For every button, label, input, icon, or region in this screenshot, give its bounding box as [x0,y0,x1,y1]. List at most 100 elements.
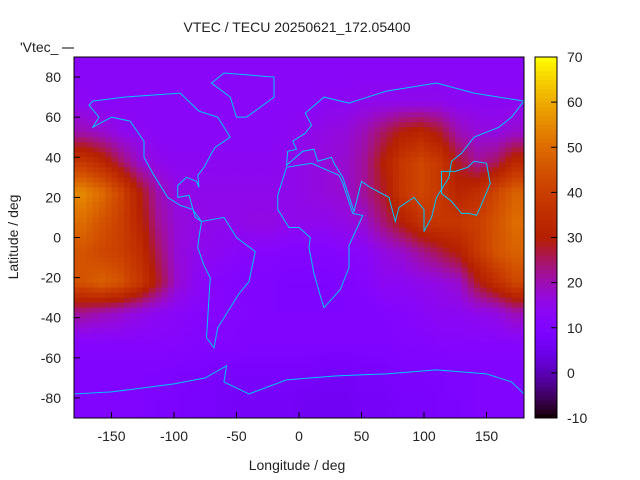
heatmap-cell [117,332,125,339]
heatmap-cell [180,282,187,289]
heatmap-cell [455,182,462,188]
heatmap-cell [336,262,344,269]
heatmap-cell [161,262,169,269]
heatmap-cell [424,317,431,324]
heatmap-cell [186,277,194,284]
heatmap-cell [405,367,412,374]
heatmap-cell [274,292,281,299]
heatmap-cell [411,252,419,259]
heatmap-cell [399,242,406,249]
heatmap-cell [174,112,181,118]
heatmap-cell [436,377,444,384]
heatmap-cell [74,82,81,88]
heatmap-cell [217,187,225,193]
heatmap-cell [442,222,450,228]
heatmap-cell [242,347,250,354]
heatmap-cell [467,292,475,299]
heatmap-cell [74,262,81,269]
heatmap-cell [161,282,169,289]
heatmap-cell [330,77,337,83]
heatmap-cell [80,397,87,404]
heatmap-cell [74,402,81,409]
heatmap-cell [192,212,200,218]
heatmap-cell [311,117,319,123]
heatmap-cell [261,192,269,198]
heatmap-cell [86,377,94,384]
heatmap-cell [405,347,412,354]
heatmap-cell [267,257,275,264]
heatmap-cell [249,97,256,103]
heatmap-cell [117,237,125,244]
heatmap-cell [192,337,200,344]
heatmap-cell [392,212,400,218]
heatmap-cell [267,77,275,83]
heatmap-cell [436,82,444,88]
heatmap-cell [99,112,106,118]
heatmap-cell [155,277,162,284]
heatmap-cell [274,167,281,173]
heatmap-cell [192,272,200,279]
heatmap-cell [349,247,356,254]
heatmap-cell [461,152,469,158]
heatmap-cell [236,197,244,203]
heatmap-cell [117,357,125,364]
heatmap-cell [355,282,362,289]
heatmap-cell [117,327,125,334]
heatmap-cell [430,132,437,138]
heatmap-cell [292,232,300,238]
heatmap-cell [430,197,437,203]
heatmap-cell [255,152,262,158]
heatmap-cell [492,162,500,168]
heatmap-cell [361,57,369,63]
heatmap-cell [436,267,444,274]
heatmap-cell [374,392,381,399]
heatmap-cell [467,372,475,379]
heatmap-cell [124,147,131,153]
heatmap-cell [399,77,406,83]
heatmap-cell [355,227,362,233]
heatmap-cell [217,282,225,289]
heatmap-cell [236,102,244,108]
heatmap-cell [80,262,87,269]
heatmap-cell [155,127,162,133]
heatmap-cell [155,102,162,108]
heatmap-cell [467,287,475,294]
heatmap-cell [474,392,481,399]
heatmap-cell [242,187,250,193]
heatmap-cell [517,257,525,264]
heatmap-cell [199,117,206,123]
heatmap-cell [180,392,187,399]
heatmap-cell [299,252,306,259]
heatmap-cell [486,292,494,299]
heatmap-cell [292,357,300,364]
heatmap-cell [249,67,256,73]
heatmap-cell [192,152,200,158]
heatmap-cell [411,257,419,264]
heatmap-cell [174,222,181,228]
heatmap-cell [517,187,525,193]
heatmap-cell [174,212,181,218]
heatmap-cell [299,282,306,289]
heatmap-cell [180,352,187,359]
heatmap-cell [467,312,475,319]
heatmap-cell [149,282,156,289]
heatmap-cell [199,187,206,193]
heatmap-cell [192,97,200,103]
heatmap-cell [274,67,281,73]
heatmap-cell [374,367,381,374]
heatmap-cell [467,352,475,359]
heatmap-cell [386,187,394,193]
heatmap-cell [324,327,331,334]
heatmap-cell [192,307,200,314]
heatmap-cell [280,132,287,138]
heatmap-cell [380,297,387,304]
heatmap-cell [499,222,506,228]
heatmap-cell [474,312,481,319]
heatmap-cell [236,147,244,153]
heatmap-cell [255,142,262,148]
heatmap-cell [186,312,194,319]
heatmap-cell [261,132,269,138]
heatmap-cell [330,327,337,334]
heatmap-cell [380,142,387,148]
heatmap-cell [317,212,325,218]
